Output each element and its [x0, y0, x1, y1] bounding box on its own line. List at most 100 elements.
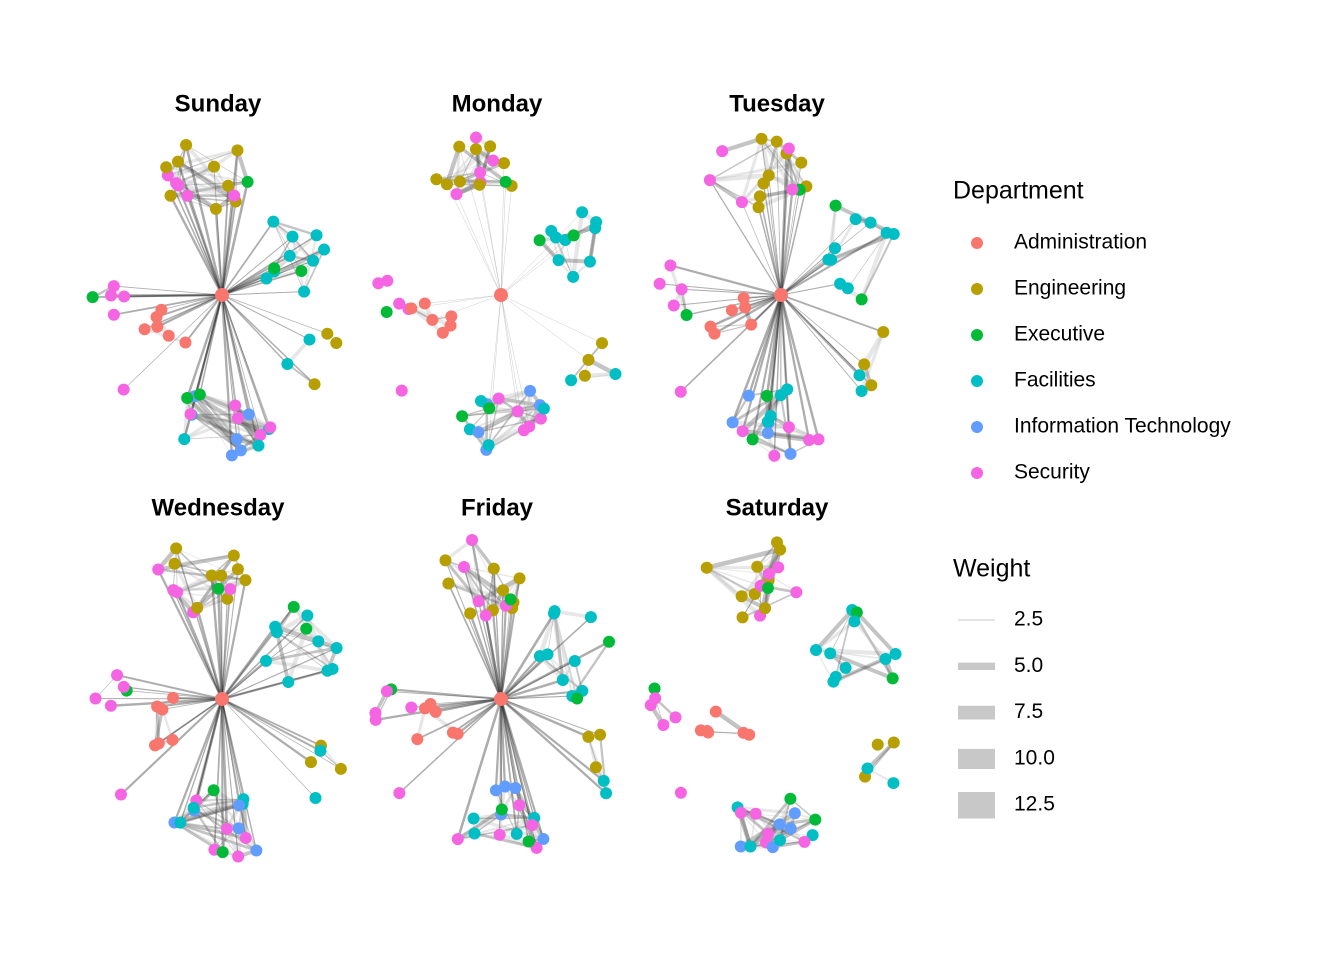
edge	[750, 294, 782, 326]
panel-title: Tuesday	[729, 90, 825, 117]
node	[483, 402, 496, 415]
edge	[173, 801, 244, 825]
edge	[221, 294, 239, 419]
node	[89, 692, 102, 705]
edge	[177, 591, 228, 600]
node	[212, 582, 225, 595]
node	[498, 780, 511, 793]
node	[770, 135, 783, 148]
network-panel: Friday	[369, 494, 616, 854]
edge	[176, 591, 224, 700]
edge	[156, 293, 223, 328]
edge	[196, 799, 240, 807]
edge	[123, 294, 223, 390]
edge	[448, 581, 511, 601]
edge	[214, 208, 224, 296]
edge	[213, 790, 228, 830]
legend-title: Department	[953, 177, 1084, 205]
node	[702, 726, 715, 739]
edge	[416, 698, 502, 740]
node	[227, 549, 240, 562]
edge	[479, 172, 502, 296]
edge	[186, 397, 259, 446]
legend-swatch	[971, 421, 983, 433]
edge	[500, 698, 601, 736]
node	[411, 733, 424, 746]
edge	[751, 294, 783, 440]
legend-label: Administration	[1014, 231, 1147, 254]
node	[470, 131, 483, 144]
edge	[741, 201, 782, 296]
edge	[221, 294, 328, 335]
node	[464, 607, 477, 620]
edge	[767, 294, 782, 434]
node	[755, 132, 768, 145]
node	[231, 144, 244, 157]
edge	[220, 150, 239, 296]
node	[178, 433, 191, 446]
node	[111, 669, 124, 682]
panel-title: Saturday	[726, 494, 829, 521]
node	[675, 283, 688, 296]
edge	[500, 698, 535, 819]
edge	[833, 658, 886, 683]
node	[568, 655, 581, 668]
node	[594, 728, 607, 741]
edge	[740, 548, 782, 598]
node	[753, 190, 766, 203]
edge	[780, 283, 841, 296]
node	[584, 611, 597, 624]
edge	[860, 331, 885, 392]
node	[221, 592, 234, 605]
node	[472, 595, 485, 608]
edge	[95, 697, 223, 700]
node	[264, 421, 277, 434]
edge	[265, 646, 337, 663]
node	[283, 249, 296, 262]
node	[405, 302, 418, 315]
node	[473, 178, 486, 191]
network-panel: Sunday	[86, 90, 343, 462]
node	[853, 369, 866, 382]
edge	[500, 698, 607, 795]
edge	[221, 698, 321, 752]
edge	[776, 141, 782, 296]
edge	[435, 698, 502, 713]
nodes	[86, 138, 343, 462]
node	[281, 358, 294, 371]
edge	[186, 195, 223, 296]
node	[439, 554, 452, 567]
edge	[221, 294, 271, 428]
node	[742, 389, 755, 402]
edge	[273, 236, 294, 269]
edge	[305, 628, 334, 670]
node	[589, 761, 602, 774]
node	[829, 199, 842, 212]
edge	[432, 294, 502, 321]
node	[267, 215, 280, 228]
edge	[274, 624, 338, 651]
node	[850, 606, 863, 619]
edge	[275, 631, 291, 683]
legend-label: 10.0	[1014, 746, 1055, 769]
edge	[539, 227, 596, 241]
node	[762, 568, 775, 581]
node	[162, 329, 175, 342]
edge	[169, 195, 224, 296]
edge	[194, 396, 233, 456]
node	[152, 563, 165, 576]
edge	[855, 610, 898, 656]
edge	[477, 409, 519, 435]
edge	[220, 579, 247, 700]
node	[225, 449, 238, 462]
edge	[175, 547, 219, 590]
node	[523, 420, 536, 433]
node	[458, 561, 471, 574]
edge	[193, 394, 262, 437]
edge	[761, 138, 782, 296]
node	[239, 832, 252, 845]
edge	[742, 428, 810, 443]
edge	[221, 668, 333, 700]
edge	[709, 161, 802, 182]
node	[537, 833, 550, 846]
